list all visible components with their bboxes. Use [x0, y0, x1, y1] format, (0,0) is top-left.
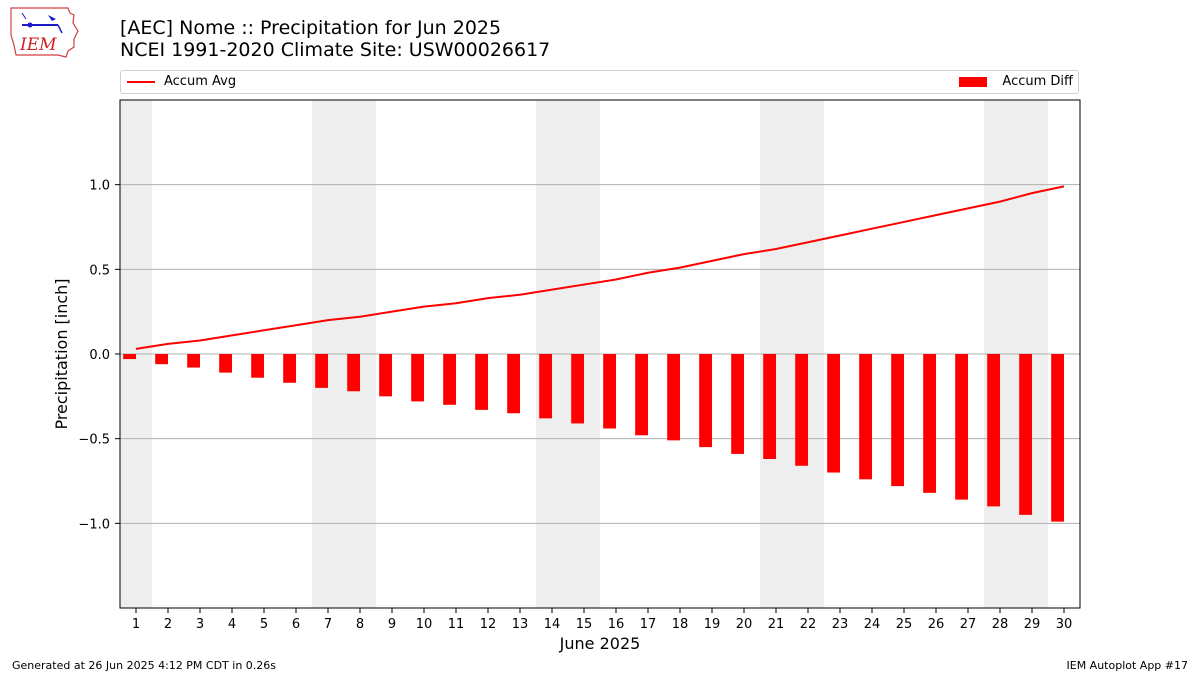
- bar-accum-diff: [1019, 354, 1032, 515]
- x-tick-label: 18: [672, 617, 689, 632]
- bar-accum-diff: [667, 354, 680, 441]
- x-tick-label: 11: [448, 617, 465, 632]
- x-tick-label: 9: [388, 617, 396, 632]
- bar-accum-diff: [187, 354, 200, 368]
- footer-app: IEM Autoplot App #17: [1066, 659, 1189, 672]
- x-tick-label: 10: [416, 617, 433, 632]
- legend-diff-swatch: [959, 77, 987, 87]
- x-tick-label: 14: [544, 617, 561, 632]
- y-tick-label: 0.5: [89, 263, 110, 278]
- bar-accum-diff: [891, 354, 904, 487]
- bar-accum-diff: [315, 354, 328, 388]
- x-tick-label: 21: [768, 617, 785, 632]
- legend-diff-label: Accum Diff: [1002, 74, 1073, 89]
- x-tick-label: 24: [864, 617, 881, 632]
- footer-generated: Generated at 26 Jun 2025 4:12 PM CDT in …: [12, 659, 277, 672]
- bar-accum-diff: [635, 354, 648, 436]
- bar-accum-diff: [859, 354, 872, 480]
- x-axis-label: June 2025: [559, 634, 641, 653]
- bar-accum-diff: [475, 354, 488, 410]
- x-tick-label: 3: [196, 617, 204, 632]
- x-tick-label: 23: [832, 617, 849, 632]
- bar-accum-diff: [507, 354, 520, 414]
- bar-accum-diff: [827, 354, 840, 473]
- x-tick-label: 5: [260, 617, 268, 632]
- bar-accum-diff: [955, 354, 968, 500]
- y-tick-label: 0.0: [89, 348, 110, 363]
- x-tick-label: 29: [1024, 617, 1041, 632]
- bar-accum-diff: [443, 354, 456, 405]
- x-tick-label: 28: [992, 617, 1009, 632]
- chart-title-line1: [AEC] Nome :: Precipitation for Jun 2025: [120, 17, 502, 39]
- x-tick-label: 12: [480, 617, 497, 632]
- chart-title: [AEC] Nome :: Precipitation for Jun 2025…: [120, 17, 550, 61]
- x-tick-label: 27: [960, 617, 977, 632]
- bar-accum-diff: [763, 354, 776, 459]
- x-tick-label: 13: [512, 617, 529, 632]
- iem-logo: IEM: [10, 7, 79, 58]
- bar-accum-diff: [347, 354, 360, 392]
- bar-accum-diff: [411, 354, 424, 402]
- x-tick-label: 17: [640, 617, 657, 632]
- y-tick-label: 1.0: [89, 179, 110, 194]
- bar-accum-diff: [1051, 354, 1064, 522]
- bar-accum-diff: [539, 354, 552, 419]
- x-tick-label: 15: [576, 617, 593, 632]
- x-tick-label: 26: [928, 617, 945, 632]
- bar-accum-diff: [123, 354, 136, 360]
- bar-accum-diff: [571, 354, 584, 424]
- bar-accum-diff: [251, 354, 264, 378]
- x-tick-label: 22: [800, 617, 817, 632]
- legend-avg-label: Accum Avg: [164, 74, 237, 89]
- bar-accum-diff: [795, 354, 808, 466]
- x-tick-label: 20: [736, 617, 753, 632]
- bar-accum-diff: [283, 354, 296, 383]
- bar-accum-diff: [219, 354, 232, 373]
- bar-accum-diff: [731, 354, 744, 454]
- x-tick-label: 7: [324, 617, 332, 632]
- y-tick-label: −0.5: [78, 433, 110, 448]
- x-tick-label: 1: [132, 617, 140, 632]
- y-tick-label: −1.0: [78, 517, 110, 532]
- x-tick-label: 6: [292, 617, 300, 632]
- bar-accum-diff: [603, 354, 616, 429]
- bar-accum-diff: [379, 354, 392, 397]
- bar-accum-diff: [699, 354, 712, 448]
- chart-legend: Accum Avg Accum Diff: [120, 70, 1079, 94]
- y-axis-label: Precipitation [inch]: [52, 278, 71, 429]
- legend-avg-swatch: [127, 81, 155, 83]
- line-accum-avg: [135, 185, 1065, 350]
- bar-accum-diff: [155, 354, 168, 365]
- chart-title-line2: NCEI 1991-2020 Climate Site: USW00026617: [120, 39, 551, 61]
- x-tick-label: 30: [1056, 617, 1073, 632]
- x-tick-label: 2: [164, 617, 172, 632]
- bar-accum-diff: [987, 354, 1000, 507]
- bar-accum-diff: [923, 354, 936, 493]
- x-tick-label: 8: [356, 617, 364, 632]
- x-tick-label: 19: [704, 617, 721, 632]
- iem-logo-text: IEM: [19, 35, 57, 55]
- x-tick-label: 4: [228, 617, 236, 632]
- x-tick-label: 25: [896, 617, 913, 632]
- x-tick-label: 16: [608, 617, 625, 632]
